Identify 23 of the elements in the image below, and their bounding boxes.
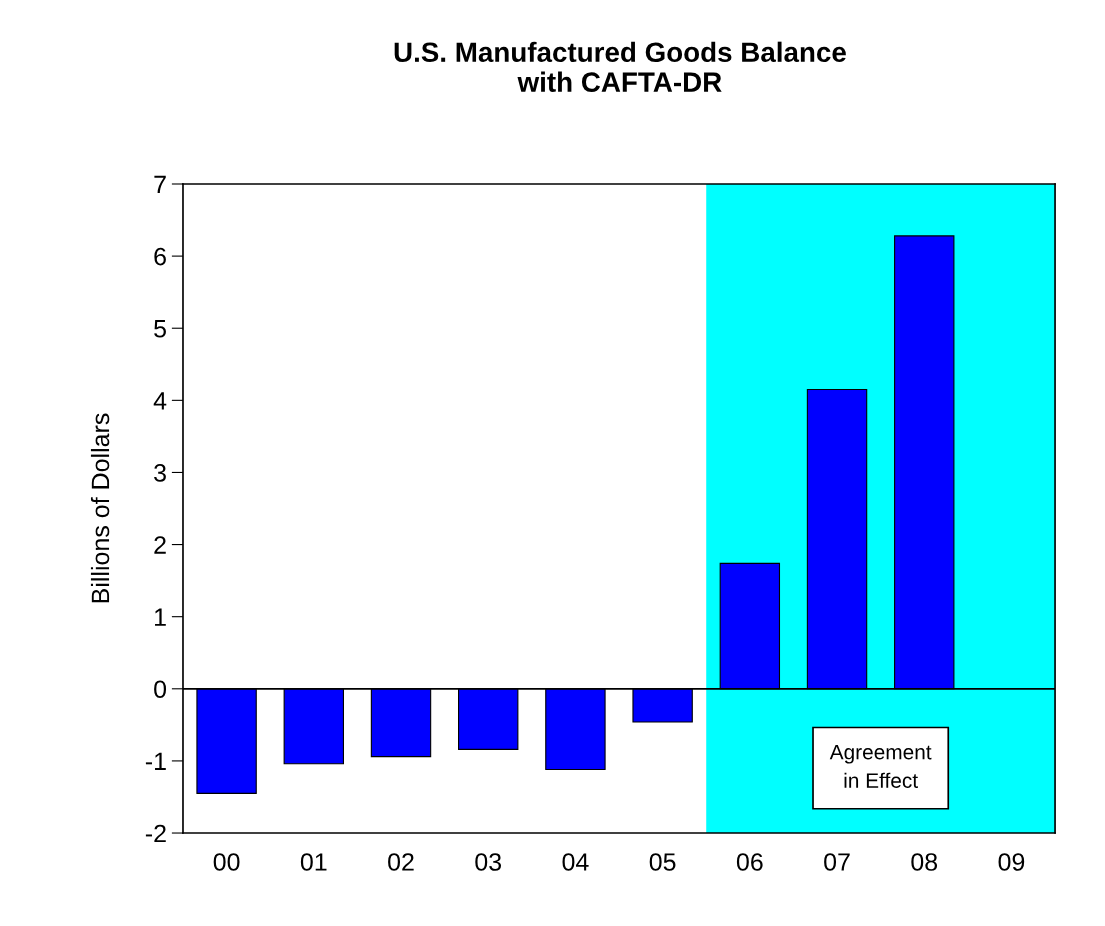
y-tick-label: 4 <box>153 392 167 410</box>
x-tick-label: 03 <box>475 853 502 871</box>
x-tick-label: 01 <box>300 853 327 871</box>
x-tick-label: 07 <box>824 853 850 871</box>
x-tick-label: 05 <box>649 853 676 871</box>
y-tick-label: -1 <box>145 752 166 770</box>
y-tick-label: 6 <box>154 247 166 266</box>
x-tick-label: 09 <box>998 853 1025 871</box>
y-tick-label: 3 <box>154 464 166 482</box>
x-tick-label: 06 <box>736 853 763 871</box>
x-tick-label: 00 <box>213 853 240 871</box>
chart-title: U.S. Manufactured Goods Balance with CAFTA-DR <box>394 41 846 92</box>
y-tick-label: 2 <box>154 536 166 554</box>
y-tick-label: 1 <box>155 608 166 626</box>
y-tick-label: 7 <box>154 175 166 194</box>
band-label: Agreement in Effect <box>829 744 932 788</box>
y-axis-title: Billions of Dollars <box>90 413 110 603</box>
x-tick-label: 08 <box>911 853 938 871</box>
y-tick-label: 0 <box>154 680 167 699</box>
x-tick-label: 02 <box>388 853 414 871</box>
y-tick-label: 5 <box>154 320 166 338</box>
x-tick-label: 04 <box>562 853 589 871</box>
y-tick-label: -2 <box>145 824 166 843</box>
